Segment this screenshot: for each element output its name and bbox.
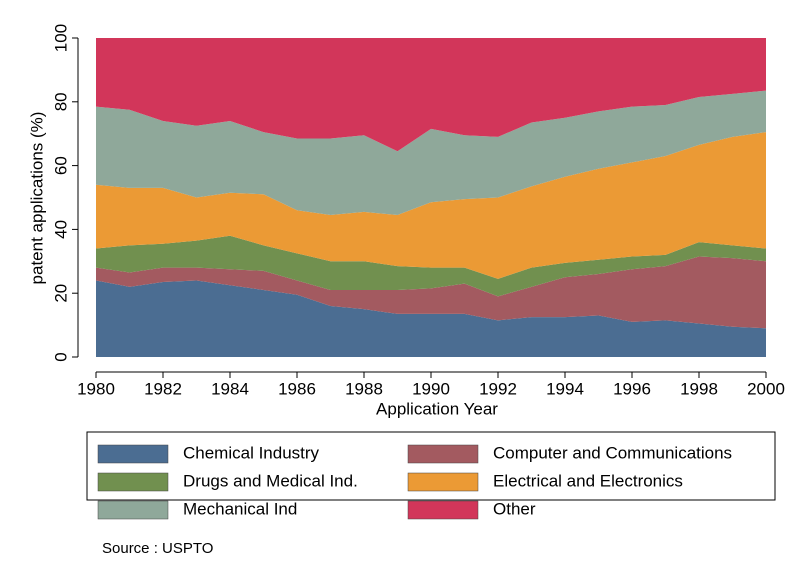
source-note: Source : USPTO bbox=[102, 540, 213, 557]
legend-swatch bbox=[407, 472, 479, 492]
x-tick-label: 1994 bbox=[546, 379, 584, 398]
legend-label: Other bbox=[493, 499, 536, 518]
x-tick-label: 1986 bbox=[278, 379, 316, 398]
y-axis-label: patent applications (%) bbox=[27, 112, 46, 285]
x-axis-label: Application Year bbox=[376, 399, 498, 418]
y-tick-label: 20 bbox=[51, 284, 70, 303]
x-tick-label: 1988 bbox=[345, 379, 383, 398]
legend-swatch bbox=[97, 500, 169, 520]
x-tick-label: 1982 bbox=[144, 379, 182, 398]
x-tick-label: 1992 bbox=[479, 379, 517, 398]
y-tick-label: 0 bbox=[51, 352, 70, 361]
x-tick-label: 1990 bbox=[412, 379, 450, 398]
area bbox=[96, 235, 766, 297]
legend-label: Chemical Industry bbox=[183, 443, 320, 462]
legend-swatch bbox=[97, 472, 169, 492]
legend-label: Electrical and Electronics bbox=[493, 471, 683, 490]
x-tick-label: 1984 bbox=[211, 379, 249, 398]
area bbox=[96, 90, 766, 216]
x-tick-label: 1996 bbox=[613, 379, 651, 398]
y-tick-label: 80 bbox=[51, 92, 70, 111]
legend-swatch bbox=[407, 500, 479, 520]
y-tick-label: 100 bbox=[51, 24, 70, 52]
x-tick-label: 1980 bbox=[77, 379, 115, 398]
x-tick-label: 2000 bbox=[747, 379, 785, 398]
legend-label: Mechanical Ind bbox=[183, 499, 297, 518]
y-tick-label: 40 bbox=[51, 220, 70, 239]
area bbox=[96, 280, 766, 357]
y-tick-label: 60 bbox=[51, 156, 70, 175]
legend-label: Computer and Communications bbox=[493, 443, 732, 462]
legend-swatch bbox=[407, 444, 479, 464]
legend-label: Drugs and Medical Ind. bbox=[183, 471, 358, 490]
area bbox=[96, 38, 766, 152]
legend-swatch bbox=[97, 444, 169, 464]
area bbox=[96, 256, 766, 329]
x-tick-label: 1998 bbox=[680, 379, 718, 398]
